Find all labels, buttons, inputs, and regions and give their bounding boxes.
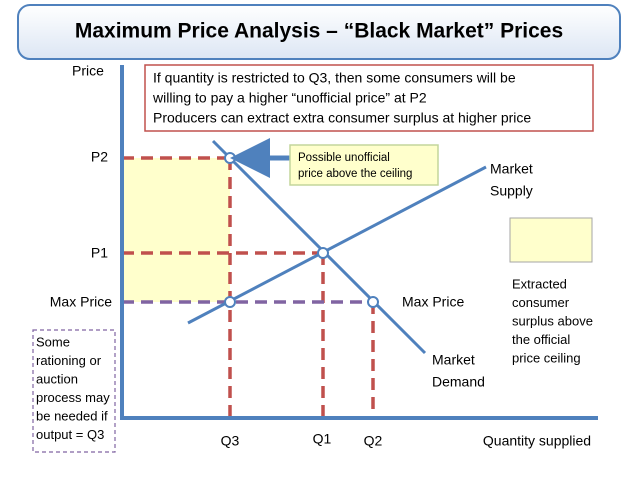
- price-label: P2: [91, 149, 108, 165]
- rationing-box: [32, 329, 116, 453]
- demand-label: Demand: [432, 374, 485, 390]
- x-axis-label: Quantity supplied: [483, 433, 591, 449]
- note-line: Extracted: [512, 276, 567, 291]
- price-label: Max Price: [50, 294, 112, 310]
- note-line: the official: [512, 332, 570, 347]
- callout-line: Possible unofficial: [298, 152, 390, 164]
- rationing-note: Some rationing or auction process may be nee…: [36, 334, 110, 442]
- y-axis-label: Price: [72, 63, 104, 79]
- note-line: surplus above: [512, 313, 593, 328]
- quantity-label: Q2: [364, 433, 383, 449]
- legend-swatch: [509, 217, 593, 263]
- price-label: P1: [91, 245, 108, 261]
- note-line: Some: [36, 334, 70, 349]
- supply-curve: [187, 165, 487, 325]
- callout-box: [289, 144, 439, 186]
- note-line: be needed if: [36, 408, 108, 423]
- demand-label: Market: [432, 352, 475, 368]
- note-line: auction: [36, 371, 78, 386]
- quantity-label: Q1: [313, 431, 332, 447]
- legend: Extracted consumer surplus above the offici…: [512, 276, 593, 365]
- note-line: rationing or: [36, 353, 102, 368]
- note-line: price ceiling: [512, 350, 581, 365]
- supply-label: Supply: [490, 183, 533, 199]
- supply-label: Market: [490, 161, 533, 177]
- callout-line: price above the ceiling: [298, 168, 412, 180]
- quantity-label: Q3: [221, 433, 240, 449]
- explanation-line: willing to pay a higher “unofficial pric…: [152, 90, 427, 106]
- surplus-area: [122, 158, 230, 302]
- explanation-line: Producers can extract extra consumer sur…: [153, 110, 531, 126]
- title: Maximum Price Analysis – “Black Market” …: [75, 20, 563, 43]
- title-box: [17, 4, 621, 60]
- price-label: Max Price: [402, 294, 464, 310]
- note-line: consumer: [512, 295, 570, 310]
- guide-lines: [122, 156, 375, 416]
- explanation-box: [144, 64, 594, 132]
- explanation-line: If quantity is restricted to Q3, then so…: [153, 70, 516, 86]
- note-line: output = Q3: [36, 427, 104, 442]
- note-line: process may: [36, 390, 110, 405]
